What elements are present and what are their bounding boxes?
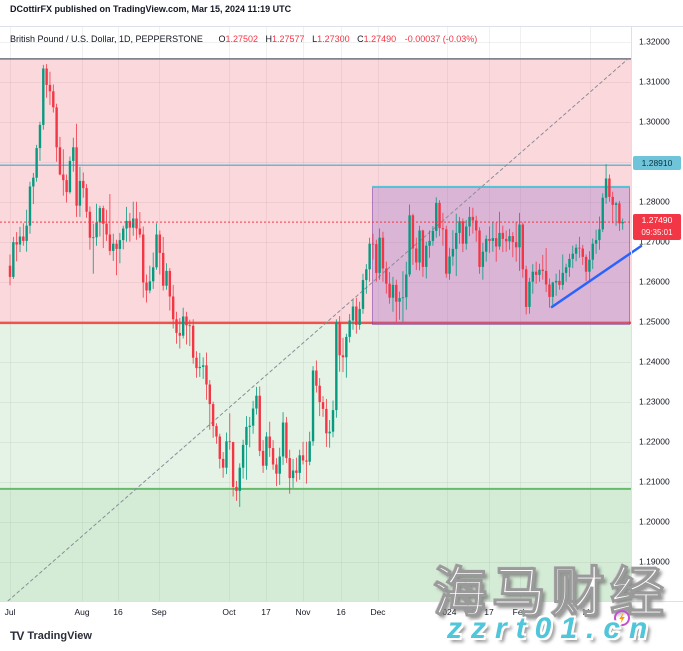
chart-legend[interactable]: British Pound / U.S. Dollar, 1D, PEPPERS… bbox=[10, 34, 477, 44]
tradingview-logo-name: TradingView bbox=[27, 630, 92, 642]
low-label: L bbox=[312, 34, 318, 44]
lightning-bolt-icon bbox=[613, 578, 631, 626]
publisher-text: published on TradingView.com, Mar 15, 20… bbox=[52, 4, 292, 14]
open-label: O bbox=[218, 34, 226, 44]
last-price-value: 1.27490 bbox=[641, 215, 673, 225]
last-price-label: 1.27490 09:35:01 bbox=[633, 214, 681, 240]
open-value: 1.27502 bbox=[225, 34, 258, 44]
tradingview-logo[interactable]: TV TradingView bbox=[10, 629, 92, 643]
watermark-url: zzrt01.cn bbox=[447, 612, 657, 645]
watermark-chinese: 海马财经 bbox=[432, 548, 669, 627]
alert-price-label[interactable]: 1.28910 bbox=[633, 156, 681, 170]
close-label: C bbox=[357, 34, 364, 44]
high-value: 1.27577 bbox=[272, 34, 305, 44]
bar-countdown-timer: 09:35:01 bbox=[641, 228, 673, 237]
low-value: 1.27300 bbox=[317, 34, 350, 44]
change-value: -0.00037 (-0.03%) bbox=[404, 34, 478, 44]
high-label: H bbox=[265, 34, 273, 44]
publisher-bar: DCottirFX published on TradingView.com, … bbox=[10, 4, 291, 14]
tradingview-logo-mark: TV bbox=[10, 629, 24, 643]
publisher-username[interactable]: DCottirFX bbox=[10, 4, 52, 14]
close-value: 1.27490 bbox=[363, 34, 397, 44]
symbol-title[interactable]: British Pound / U.S. Dollar, 1D, PEPPERS… bbox=[10, 34, 203, 44]
